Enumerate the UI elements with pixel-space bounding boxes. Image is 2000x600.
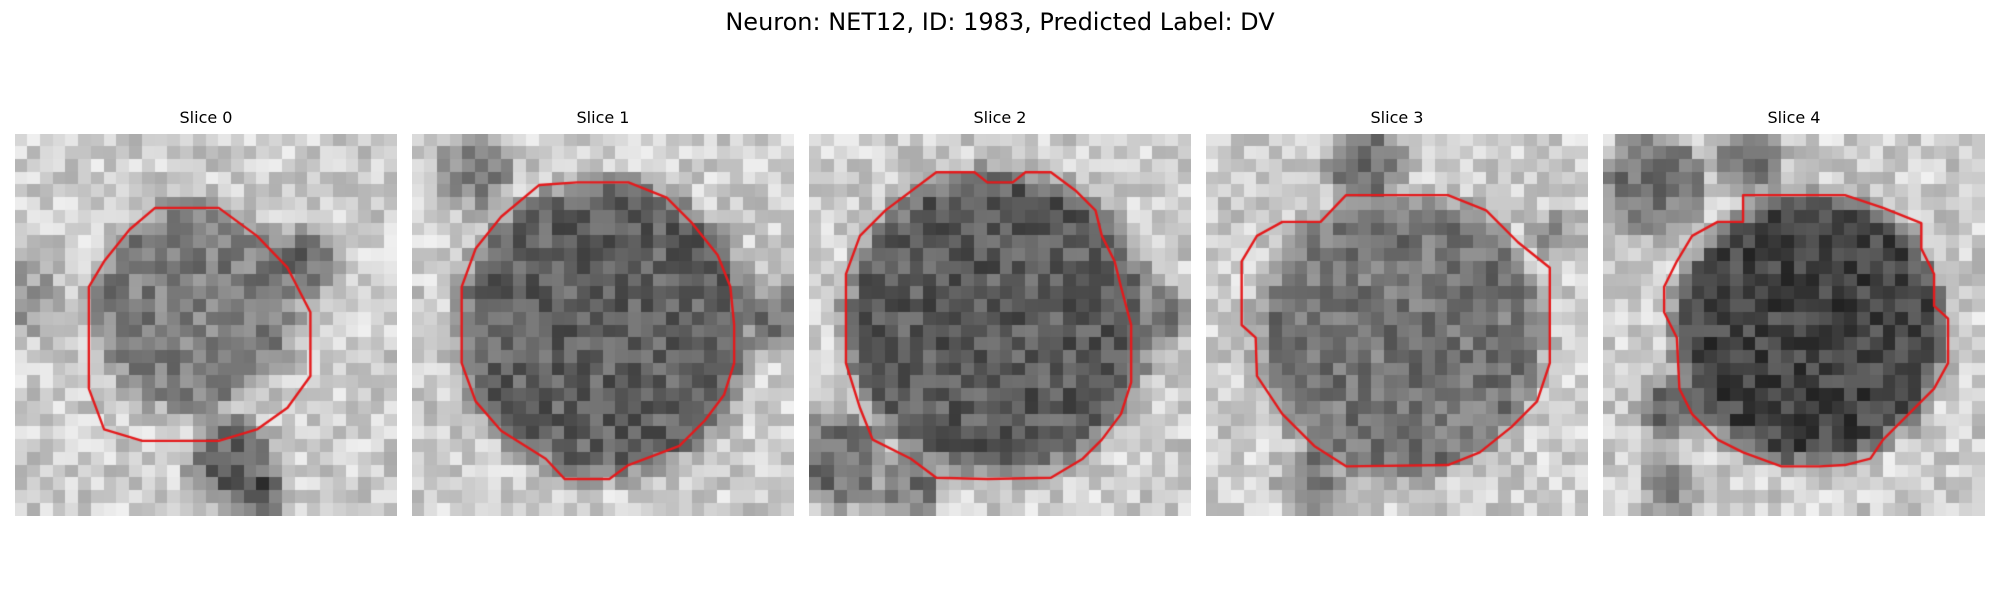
slice-title: Slice 4	[1603, 108, 1985, 128]
figure-title: Neuron: NET12, ID: 1983, Predicted Label…	[0, 6, 2000, 38]
slice-title: Slice 2	[809, 108, 1191, 128]
slice-image	[15, 134, 397, 516]
slice-panel-3: Slice 3	[1206, 108, 1588, 516]
slice-title: Slice 1	[412, 108, 794, 128]
slice-panel-0: Slice 0	[15, 108, 397, 516]
slice-panel-2: Slice 2	[809, 108, 1191, 516]
slice-image	[1206, 134, 1588, 516]
slice-image	[809, 134, 1191, 516]
slice-image	[1603, 134, 1985, 516]
slice-image	[412, 134, 794, 516]
slice-title: Slice 3	[1206, 108, 1588, 128]
slice-title: Slice 0	[15, 108, 397, 128]
slice-panel-1: Slice 1	[412, 108, 794, 516]
slice-panel-4: Slice 4	[1603, 108, 1985, 516]
